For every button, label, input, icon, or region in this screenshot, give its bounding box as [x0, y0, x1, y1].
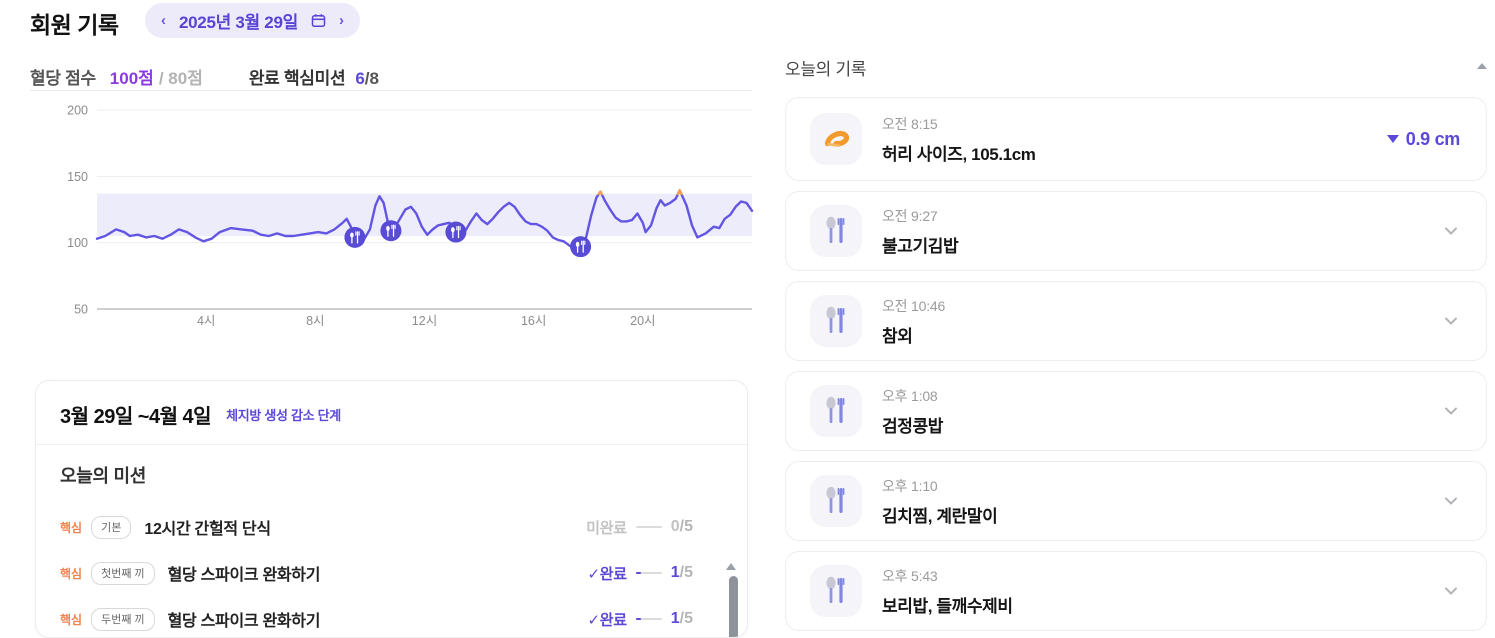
mission-progress-bar: [635, 618, 662, 620]
meal-icon: [810, 295, 862, 347]
record-card[interactable]: 오후 1:10 김치찜, 계란말이: [785, 461, 1487, 541]
record-title: 김치찜, 계란말이: [882, 506, 998, 526]
plan-period: 3월 29일 ~4월 4일: [60, 406, 212, 428]
mission-row[interactable]: 핵심 기본 12시간 간헐적 단식 미완료 0/5: [60, 504, 693, 550]
record-title: 참외: [882, 326, 913, 346]
record-title: 보리밥, 들깨수제비: [882, 596, 1013, 616]
glucose-score-label: 혈당 점수: [30, 69, 96, 88]
daily-summary: 혈당 점수 100점 / 80점 완료 핵심미션 6 /8: [30, 64, 379, 89]
svg-text:12시: 12시: [412, 314, 437, 328]
record-time: 오후 1:08: [882, 387, 938, 404]
scroll-up-icon[interactable]: [1477, 63, 1487, 69]
records-title: 오늘의 기록: [785, 60, 867, 79]
meal-marker-icon: [344, 226, 366, 248]
date-prev-button[interactable]: ‹: [161, 12, 166, 29]
mission-row[interactable]: 핵심 첫번째 끼 혈당 스파이크 완화하기 ✓완료 1/5: [60, 550, 693, 596]
mission-status: ✓완료: [587, 611, 627, 629]
record-card[interactable]: 오전 8:15 허리 사이즈, 105.1cm 0.9 cm: [785, 97, 1487, 181]
svg-text:20시: 20시: [630, 314, 655, 328]
record-card[interactable]: 오후 5:43 보리밥, 들깨수제비: [785, 551, 1487, 631]
page-title: 회원 기록: [30, 12, 119, 38]
mission-status: 미완료: [586, 519, 627, 537]
mission-status: ✓완료: [587, 565, 627, 583]
chevron-down-icon[interactable]: [1442, 582, 1460, 600]
meal-icon: [810, 565, 862, 617]
record-card[interactable]: 오전 9:27 불고기김밥: [785, 191, 1487, 271]
record-title: 불고기김밥: [882, 236, 959, 256]
records-list: 오전 8:15 허리 사이즈, 105.1cm 0.9 cm 오전 9:27 불고기김밥…: [785, 97, 1487, 631]
glucose-score-value: 100점: [109, 69, 154, 88]
record-title: 검정콩밥: [882, 416, 943, 436]
mission-title: 혈당 스파이크 완화하기: [167, 613, 321, 630]
mission-tag: 핵심: [60, 612, 83, 627]
chevron-down-icon[interactable]: [1442, 222, 1460, 240]
record-card[interactable]: 오후 1:08 검정콩밥: [785, 371, 1487, 451]
missions-title: 오늘의 미션: [60, 466, 147, 486]
record-time: 오전 8:15: [882, 115, 938, 132]
meal-marker-icon: [445, 221, 467, 243]
mission-count: 1/5: [670, 610, 693, 627]
svg-text:16시: 16시: [521, 314, 546, 328]
mission-badge: 기본: [91, 515, 132, 539]
scroll-up-icon[interactable]: [726, 563, 736, 570]
mission-progress-bar: [635, 526, 662, 528]
svg-text:100: 100: [67, 236, 88, 250]
chevron-down-icon[interactable]: [1442, 312, 1460, 330]
meal-icon: [810, 475, 862, 527]
mission-badge: 두번째 끼: [91, 607, 155, 631]
record-title: 허리 사이즈, 105.1cm: [882, 144, 1036, 164]
calendar-icon[interactable]: [311, 13, 326, 28]
record-card[interactable]: 오전 10:46 참외: [785, 281, 1487, 361]
mission-badge: 첫번째 끼: [91, 561, 155, 585]
date-navigator: ‹ 2025년 3월 29일 ›: [145, 3, 360, 38]
svg-text:150: 150: [67, 170, 88, 184]
mission-title: 혈당 스파이크 완화하기: [167, 567, 321, 584]
date-next-button[interactable]: ›: [338, 12, 344, 29]
mission-count: 1/5: [670, 564, 693, 581]
record-time: 오전 10:46: [882, 297, 946, 314]
plan-phase-link[interactable]: 체지방 생성 감소 단계: [226, 408, 341, 423]
mission-list: 핵심 기본 12시간 간헐적 단식 미완료 0/5 핵심 첫번째 끼 혈당 스파이크 완화하기…: [60, 504, 723, 637]
record-delta: 0.9 cm: [1386, 129, 1460, 150]
mission-tag: 핵심: [60, 566, 83, 581]
header-divider: [30, 90, 752, 91]
mission-progress-bar: [635, 572, 662, 574]
mission-title: 12시간 간헐적 단식: [144, 521, 271, 538]
glucose-score-target: / 80점: [158, 69, 203, 88]
svg-text:200: 200: [67, 104, 88, 118]
meal-marker-icon: [570, 236, 592, 258]
meal-icon: [810, 205, 862, 257]
svg-text:4시: 4시: [197, 314, 215, 328]
tape-measure-icon: [810, 113, 862, 165]
mission-scrollbar[interactable]: [729, 576, 738, 637]
mission-count: 0/5: [670, 518, 693, 535]
record-time: 오후 1:10: [882, 477, 938, 494]
chevron-down-icon[interactable]: [1442, 402, 1460, 420]
meal-icon: [810, 385, 862, 437]
meal-marker-icon: [380, 220, 402, 242]
mission-summary-label: 완료 핵심미션: [248, 69, 346, 88]
svg-text:50: 50: [74, 303, 88, 317]
weekly-plan-card: 3월 29일 ~4월 4일 체지방 생성 감소 단계 오늘의 미션 핵심 기본 12…: [35, 380, 748, 638]
record-time: 오후 5:43: [882, 567, 938, 584]
mission-tag: 핵심: [60, 520, 83, 535]
decrease-triangle-icon: [1386, 135, 1399, 143]
mission-row[interactable]: 핵심 두번째 끼 혈당 스파이크 완화하기 ✓완료 1/5: [60, 596, 693, 637]
mission-done-count: 6: [355, 69, 365, 88]
mission-total-count: /8: [364, 69, 379, 88]
blood-glucose-chart: 200 150 100 50 4시 8시 12시 16시 20시: [30, 100, 755, 332]
chevron-down-icon[interactable]: [1442, 492, 1460, 510]
plan-divider: [36, 444, 747, 445]
svg-text:8시: 8시: [306, 314, 324, 328]
records-panel: 오늘의 기록 오전 8:15 허리 사이즈, 105.1cm 0.9 cm 오전 9:…: [785, 55, 1487, 631]
record-time: 오전 9:27: [882, 207, 938, 224]
date-label[interactable]: 2025년 3월 29일: [179, 13, 298, 32]
